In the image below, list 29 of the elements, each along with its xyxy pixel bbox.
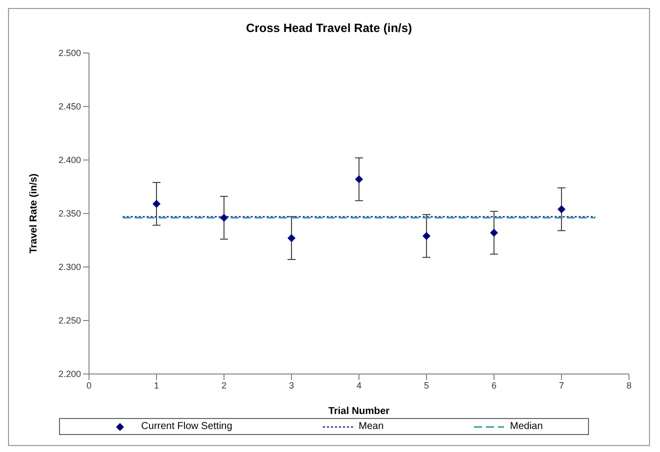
x-tick-label: 8 xyxy=(626,380,632,390)
y-tick-label: 2.500 xyxy=(58,48,81,58)
y-tick-label: 2.350 xyxy=(58,208,81,219)
y-tick-label: 2.200 xyxy=(58,369,81,380)
x-tick-label: 0 xyxy=(86,380,92,390)
x-tick-label: 4 xyxy=(356,380,362,390)
y-axis-title: Travel Rate (in/s) xyxy=(28,173,40,254)
x-tick-label: 5 xyxy=(424,380,430,390)
x-tick-label: 1 xyxy=(154,380,160,390)
point xyxy=(288,234,296,242)
point xyxy=(355,175,363,184)
point xyxy=(422,232,430,240)
chart-title: Cross Head Travel Rate (in/s) xyxy=(244,21,414,37)
legend-label: Current Flow Setting xyxy=(141,421,232,432)
y-tick-label: 2.250 xyxy=(58,316,81,326)
legend-label: Mean xyxy=(358,421,384,432)
x-tick-label: 6 xyxy=(491,380,497,390)
y-tick-label: 2.450 xyxy=(58,102,81,112)
y-tick-label: 2.300 xyxy=(58,262,81,272)
x-tick-label: 2 xyxy=(221,380,227,390)
x-axis-title: Trial Number xyxy=(328,406,390,417)
point xyxy=(152,200,160,208)
point xyxy=(490,228,498,237)
point xyxy=(558,205,566,214)
legend-label: Median xyxy=(510,421,543,432)
y-tick-label: 2.400 xyxy=(58,155,81,166)
x-tick-label: 7 xyxy=(558,380,564,390)
point xyxy=(220,214,228,222)
x-tick-label: 3 xyxy=(288,380,294,390)
